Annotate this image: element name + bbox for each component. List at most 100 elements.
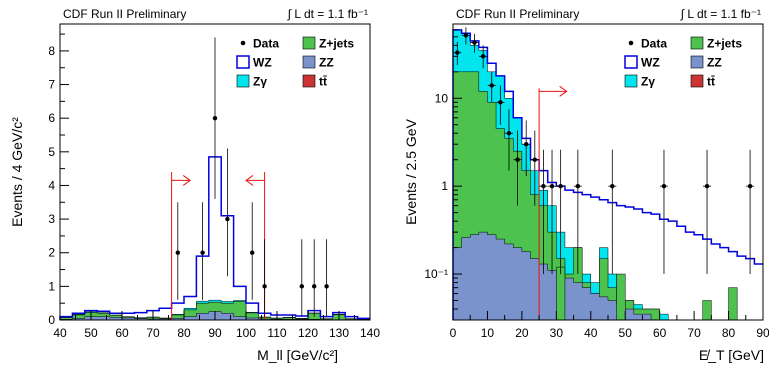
legend-label-zgamma: Zγ [253,75,267,89]
right-data-point-5 [498,100,503,105]
left-x-tick-label-0: 40 [53,326,67,340]
right-y-tick-label-1: 1 [441,179,448,193]
left-header-left: CDF Run II Preliminary [63,7,186,21]
legend-swatch-ttbar [690,74,704,88]
right-zjets-bar-0 [556,266,566,321]
legend-marker-data [240,40,246,46]
legend-swatch-zgamma [624,74,638,88]
left-x-tick-label-6: 100 [236,326,256,340]
right-x-axis-label: E̸_T [GeV] [699,347,764,363]
right-data-point-17 [747,183,753,189]
legend-label-wz: WZ [641,56,660,70]
right-x-tick-label-9: 90 [756,326,769,340]
left-wz-line [59,156,370,320]
legend-swatch-ttbar [302,74,316,88]
legend-swatch-zgamma [236,74,250,88]
right-data-point-6 [506,131,512,136]
left-data-point-5 [262,284,267,289]
left-y-tick-label-5: 5 [48,145,55,159]
right-wz-line [452,29,763,320]
right-zjets-bar-3 [728,287,738,321]
left-data-point-6 [299,284,304,289]
right-x-tick-label-7: 70 [687,326,701,340]
legend-label-data: Data [641,37,667,51]
legend-label-data: Data [253,37,279,51]
left-x-tick-label-3: 70 [146,326,160,340]
right-y-tick-label-2: 10 [435,91,449,105]
right-data-point-15 [661,183,667,189]
right-x-tick-label-1: 10 [481,326,495,340]
right-data-point-9 [532,157,538,162]
right-legend: Data Z+jets WZ ZZ Zγ tt̄ [624,36,742,89]
left-x-tick-label-4: 80 [177,326,191,340]
right-zjets-bar-1 [616,273,626,321]
legend-swatch-zjets [690,36,704,50]
right-data-point-7 [515,157,520,162]
right-data-point-8 [523,142,529,147]
right-data-point-10 [541,183,546,189]
right-x-tick-label-5: 50 [619,326,633,340]
right-data-point-12 [558,183,563,189]
right-data-point-4 [489,83,494,88]
right-x-tick-label-0: 0 [450,326,457,340]
right-header-right: ∫ L dt = 1.1 fb⁻¹ [680,7,761,21]
left-y-tick-label-6: 6 [48,111,55,125]
left-y-tick-label-2: 2 [48,246,55,260]
left-cut-arrow-1-head [245,175,254,186]
left-y-tick-label-0: 0 [48,313,55,327]
right-data-point-13 [575,183,581,189]
legend-label-zz: ZZ [707,56,722,70]
right-data-point-1 [463,33,469,38]
right-data-point-14 [610,183,615,189]
right-data-point-3 [480,54,486,59]
legend-swatch-wz [624,55,638,69]
right-x-tick-label-4: 40 [584,326,598,340]
left-axis-ticks: 40 50 60 70 80 90 100 110 120 130 140 0 1 2 3 4 5 6 7 8 [48,33,380,340]
left-y-tick-label-7: 7 [48,78,55,92]
right-x-tick-label-8: 80 [722,326,736,340]
legend-label-ttbar: tt̄ [319,75,327,89]
right-x-tick-label-2: 20 [515,326,529,340]
left-y-tick-label-8: 8 [48,44,55,58]
left-y-tick-label-3: 3 [48,212,55,226]
right-header-left: CDF Run II Preliminary [456,7,579,21]
left-data-point-0 [175,250,180,255]
right-y-axis-label: Events / 2.5 GeV [403,118,419,224]
left-legend: Data Z+jets WZ ZZ Zγ tt̄ [236,36,354,89]
legend-swatch-wz [236,55,250,69]
legend-label-zz: ZZ [319,56,334,70]
legend-swatch-zjets [302,36,316,50]
legend-label-ttbar: tt̄ [707,75,715,89]
right-zjets-bar-2 [702,300,712,321]
right-data-point-0 [455,50,460,55]
left-cut-arrow-0-head [182,175,192,186]
left-x-tick-label-9: 130 [329,326,349,340]
legend-label-zgamma: Zγ [641,75,655,89]
left-x-axis-label: M_ll [GeV/c²] [257,347,338,363]
legend-label-zjets: Z+jets [319,37,354,51]
right-cut-arrow-head [559,85,568,97]
left-data-point-2 [212,115,218,121]
legend-swatch-zz [690,55,704,69]
right-data-point-16 [704,183,710,189]
left-plot-marks [59,37,371,321]
left-panel: 40 50 60 70 80 90 100 110 120 130 140 0 1 2 3 4 5 6 7 8 CDF… [9,7,380,363]
left-header-right: ∫ L dt = 1.1 fb⁻¹ [287,7,368,21]
left-y-tick-label-1: 1 [48,279,55,293]
left-x-tick-label-10: 140 [360,326,380,340]
left-y-axis-label: Events / 4 GeV/c² [9,117,25,227]
right-x-tick-label-6: 60 [653,326,667,340]
left-data-point-1 [200,250,205,255]
right-panel: 0 10 20 30 40 50 60 70 80 90 10⁻¹ 1 10 CDF Run II Pr… [403,7,769,363]
legend-label-wz: WZ [253,56,272,70]
left-x-tick-label-1: 50 [84,326,98,340]
right-data-point-2 [472,40,477,45]
left-x-tick-label-7: 110 [267,326,286,340]
right-axis-ticks: 0 10 20 30 40 50 60 70 80 90 10⁻¹ 1 10 [424,23,769,340]
right-x-tick-label-3: 30 [550,326,564,340]
left-zjets-area [59,301,371,321]
right-data-point-11 [549,183,555,189]
legend-swatch-zz [302,55,316,69]
